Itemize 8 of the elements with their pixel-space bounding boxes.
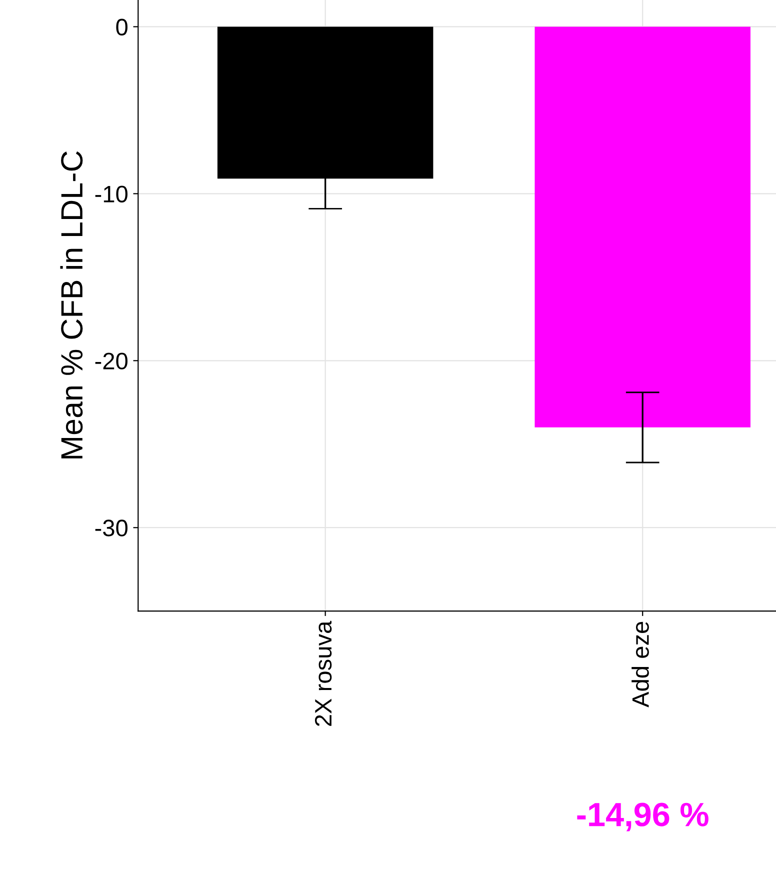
- x-tick-label: Add eze: [632, 622, 649, 708]
- y-tick-label: -10: [95, 186, 128, 202]
- text: -14,96 %: [577, 802, 708, 832]
- x-tick-label: 2X rosuva: [314, 620, 332, 726]
- y-tick-label: -30: [95, 520, 128, 536]
- y-tick-label: -20: [95, 352, 128, 370]
- y-tick-label: 0: [116, 18, 128, 36]
- y-axis-title: Mean % CFB in LDL-C: [60, 151, 83, 458]
